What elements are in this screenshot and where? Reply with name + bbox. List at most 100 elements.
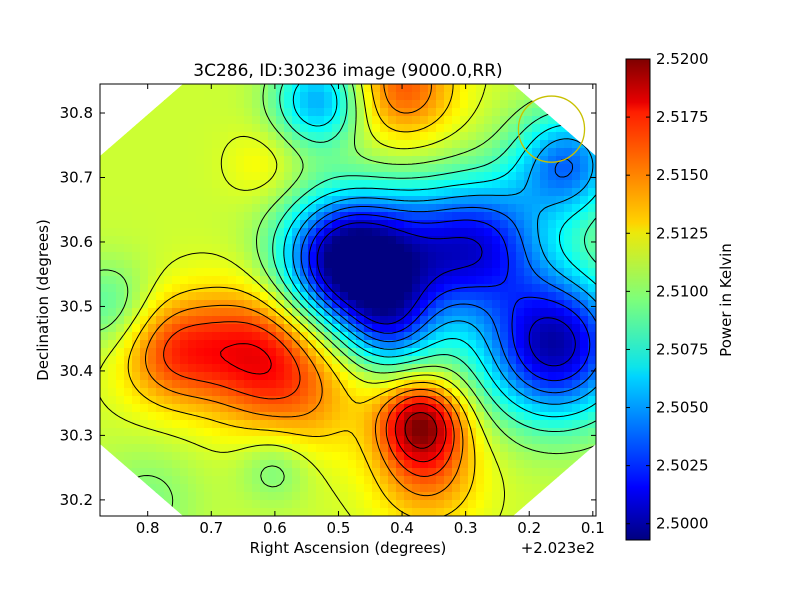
heatmap-cell — [180, 404, 189, 413]
heatmap-cell — [236, 244, 245, 253]
heatmap-cell — [508, 116, 517, 125]
heatmap-cell — [388, 436, 397, 445]
heatmap-cell — [236, 92, 245, 101]
heatmap-cell — [364, 164, 373, 173]
heatmap-cell — [484, 468, 493, 477]
heatmap-cell — [300, 452, 309, 461]
heatmap-cell — [500, 108, 509, 117]
heatmap-cell — [388, 308, 397, 317]
heatmap-cell — [172, 108, 181, 117]
heatmap-cell — [100, 372, 109, 381]
heatmap-cell — [556, 148, 565, 157]
heatmap-cell — [420, 276, 429, 285]
heatmap-cell — [316, 412, 325, 421]
heatmap-cell — [204, 500, 213, 509]
heatmap-cell — [428, 436, 437, 445]
heatmap-cell — [380, 188, 389, 197]
heatmap-cell — [580, 364, 589, 373]
heatmap-cell — [588, 356, 596, 365]
heatmap-cell — [388, 508, 397, 516]
heatmap-cell — [364, 372, 373, 381]
heatmap-cell — [404, 372, 413, 381]
heatmap-cell — [500, 396, 509, 405]
heatmap-cell — [284, 220, 293, 229]
heatmap-cell — [428, 252, 437, 261]
heatmap-cell — [500, 116, 509, 125]
heatmap-cell — [148, 228, 157, 237]
heatmap-cell — [140, 252, 149, 261]
heatmap-cell — [156, 484, 165, 493]
heatmap-cell — [548, 380, 557, 389]
heatmap-cell — [116, 180, 125, 189]
heatmap-cell — [356, 396, 365, 405]
heatmap-cell — [372, 300, 381, 309]
heatmap-cell — [508, 228, 517, 237]
heatmap-cell — [276, 420, 285, 429]
heatmap-cell — [204, 444, 213, 453]
heatmap-cell — [180, 500, 189, 509]
heatmap-cell — [172, 140, 181, 149]
heatmap-cell — [572, 420, 581, 429]
heatmap-cell — [148, 436, 157, 445]
heatmap-cell — [204, 332, 213, 341]
heatmap-cell — [412, 180, 421, 189]
heatmap-cell — [532, 180, 541, 189]
heatmap-cell — [292, 380, 301, 389]
heatmap-cell — [324, 100, 333, 109]
heatmap-cell — [444, 396, 453, 405]
heatmap-cell — [300, 220, 309, 229]
heatmap-cell — [260, 468, 269, 477]
heatmap-cell — [220, 340, 229, 349]
heatmap-cell — [180, 300, 189, 309]
heatmap-cell — [196, 108, 205, 117]
heatmap-cell — [132, 332, 141, 341]
heatmap-cell — [332, 188, 341, 197]
heatmap-cell — [300, 308, 309, 317]
heatmap-cell — [436, 180, 445, 189]
heatmap-cell — [260, 148, 269, 157]
heatmap-cell — [468, 276, 477, 285]
heatmap-cell — [372, 124, 381, 133]
heatmap-cell — [220, 476, 229, 485]
heatmap-cell — [396, 84, 405, 93]
heatmap-cell — [340, 452, 349, 461]
heatmap-cell — [372, 132, 381, 141]
heatmap-cell — [364, 100, 373, 109]
heatmap-cell — [508, 444, 517, 453]
heatmap-cell — [164, 252, 173, 261]
heatmap-cell — [388, 292, 397, 301]
heatmap-cell — [132, 292, 141, 301]
heatmap-cell — [572, 148, 581, 157]
heatmap-cell — [436, 164, 445, 173]
heatmap-cell — [188, 140, 197, 149]
heatmap-cell — [436, 388, 445, 397]
heatmap-cell — [244, 484, 253, 493]
heatmap-cell — [444, 268, 453, 277]
heatmap-cell — [212, 212, 221, 221]
heatmap-cell — [308, 220, 317, 229]
heatmap-cell — [556, 164, 565, 173]
heatmap-cell — [252, 204, 261, 213]
heatmap-cell — [572, 356, 581, 365]
heatmap-cell — [324, 388, 333, 397]
heatmap-cell — [220, 212, 229, 221]
heatmap-cell — [356, 284, 365, 293]
heatmap-cell — [508, 148, 517, 157]
heatmap-cell — [492, 164, 501, 173]
heatmap-cell — [524, 372, 533, 381]
heatmap-cell — [572, 436, 581, 445]
heatmap-cell — [492, 436, 501, 445]
heatmap-cell — [468, 332, 477, 341]
heatmap-cell — [164, 476, 173, 485]
heatmap-cell — [332, 156, 341, 165]
colorbar-ticks: 2.50002.50252.50502.50752.51002.51252.51… — [626, 50, 709, 533]
heatmap-cell — [212, 316, 221, 325]
heatmap-cell — [532, 284, 541, 293]
heatmap-cell — [412, 252, 421, 261]
heatmap-cell — [172, 340, 181, 349]
heatmap-cell — [532, 412, 541, 421]
heatmap-cell — [340, 468, 349, 477]
heatmap-cell — [412, 236, 421, 245]
heatmap-cell — [500, 132, 509, 141]
heatmap-cell — [164, 268, 173, 277]
